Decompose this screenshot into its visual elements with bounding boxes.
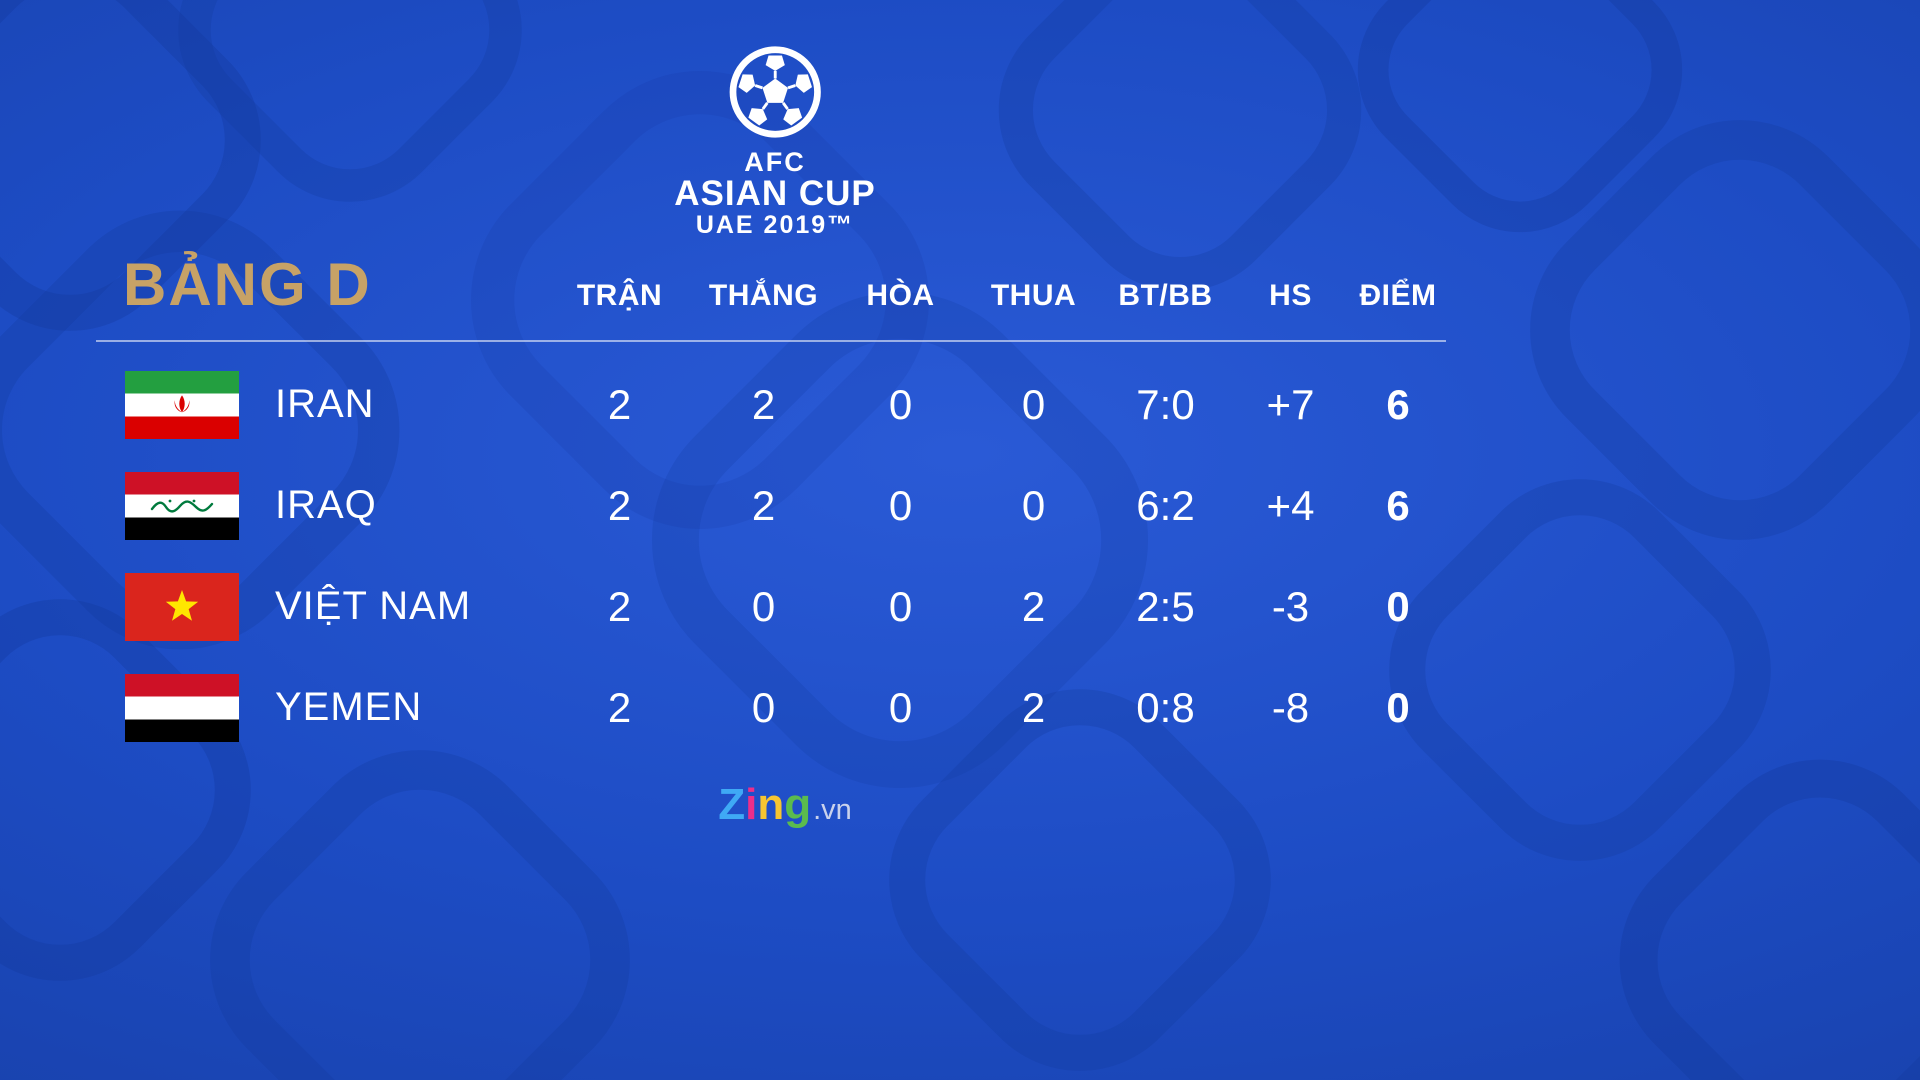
stat-diff: -8 <box>1271 683 1310 731</box>
group-title: BẢNG D <box>123 251 372 318</box>
logo-text-uae-2019: UAE 2019™ <box>695 211 855 239</box>
stat-goals: 0:8 <box>1136 683 1195 731</box>
team-name: VIỆT NAM <box>275 584 472 628</box>
vietnam-star-icon <box>165 589 199 621</box>
stat-played: 2 <box>607 481 632 529</box>
iraq-flag <box>125 471 239 540</box>
stat-drawn: 0 <box>888 380 913 428</box>
zing-vn-logo: Z i n g .vn <box>718 783 852 827</box>
vietnam-flag <box>125 572 239 641</box>
header-divider <box>96 340 1446 342</box>
column-header-btbb: BT/BB <box>1118 279 1213 312</box>
stat-lost: 2 <box>1021 582 1046 630</box>
team-name: YEMEN <box>275 685 423 729</box>
column-header-diem: ĐIỂM <box>1359 279 1437 312</box>
stat-points: 0 <box>1386 582 1410 630</box>
stat-points: 0 <box>1386 683 1410 731</box>
stat-goals: 7:0 <box>1136 380 1195 428</box>
stat-won: 2 <box>751 380 776 428</box>
table-row: VIỆT NAM 2 0 0 2 2:5 -3 0 <box>96 556 1446 657</box>
column-header-hs: HS <box>1269 279 1312 312</box>
stat-drawn: 0 <box>888 582 913 630</box>
stat-won: 0 <box>751 683 776 731</box>
iran-flag <box>125 370 239 439</box>
stat-goals: 6:2 <box>1136 481 1195 529</box>
column-header-tran: TRẬN <box>576 279 663 312</box>
column-header-thua: THUA <box>990 279 1077 312</box>
stat-diff: +7 <box>1266 380 1315 428</box>
standings-rows: IRAN 2 2 0 0 7:0 +7 6 IRAQ 2 <box>96 354 1446 758</box>
soccer-ball-icon <box>729 46 821 138</box>
stat-lost: 0 <box>1021 380 1046 428</box>
stat-won: 0 <box>751 582 776 630</box>
stat-diff: +4 <box>1266 481 1315 529</box>
stat-points: 6 <box>1386 380 1410 428</box>
stat-played: 2 <box>607 380 632 428</box>
stat-played: 2 <box>607 582 632 630</box>
yemen-flag <box>125 673 239 742</box>
brand-suffix: .vn <box>813 794 852 826</box>
brand-letter-z: Z <box>718 780 746 829</box>
afc-asian-cup-logo: AFC ASIAN CUP UAE 2019™ <box>674 44 876 239</box>
stat-diff: -3 <box>1271 582 1310 630</box>
stat-played: 2 <box>607 683 632 731</box>
stat-won: 2 <box>751 481 776 529</box>
stat-drawn: 0 <box>888 683 913 731</box>
table-row: YEMEN 2 0 0 2 0:8 -8 0 <box>96 657 1446 758</box>
stat-goals: 2:5 <box>1136 582 1195 630</box>
brand-letter-n: n <box>757 780 785 829</box>
column-header-thang: THẮNG <box>708 279 819 312</box>
stat-lost: 0 <box>1021 481 1046 529</box>
table-row: IRAN 2 2 0 0 7:0 +7 6 <box>96 354 1446 455</box>
brand-letter-i: i <box>745 780 758 829</box>
team-name: IRAQ <box>275 483 377 527</box>
table-row: IRAQ 2 2 0 0 6:2 +4 6 <box>96 455 1446 556</box>
team-name: IRAN <box>275 382 375 426</box>
stat-points: 6 <box>1386 481 1410 529</box>
stat-lost: 2 <box>1021 683 1046 731</box>
logo-text-asian-cup: ASIAN CUP <box>674 174 876 213</box>
column-header-hoa: HÒA <box>866 279 935 312</box>
table-header-row: BẢNG D TRẬN THẮNG HÒA THUA BT/BB HS ĐIỂM <box>96 250 1446 319</box>
iraq-script-icon <box>150 499 214 513</box>
logo-text-afc: AFC <box>744 147 806 177</box>
iran-emblem-icon <box>174 394 190 412</box>
brand-letter-g: g <box>784 780 812 829</box>
stat-drawn: 0 <box>888 481 913 529</box>
